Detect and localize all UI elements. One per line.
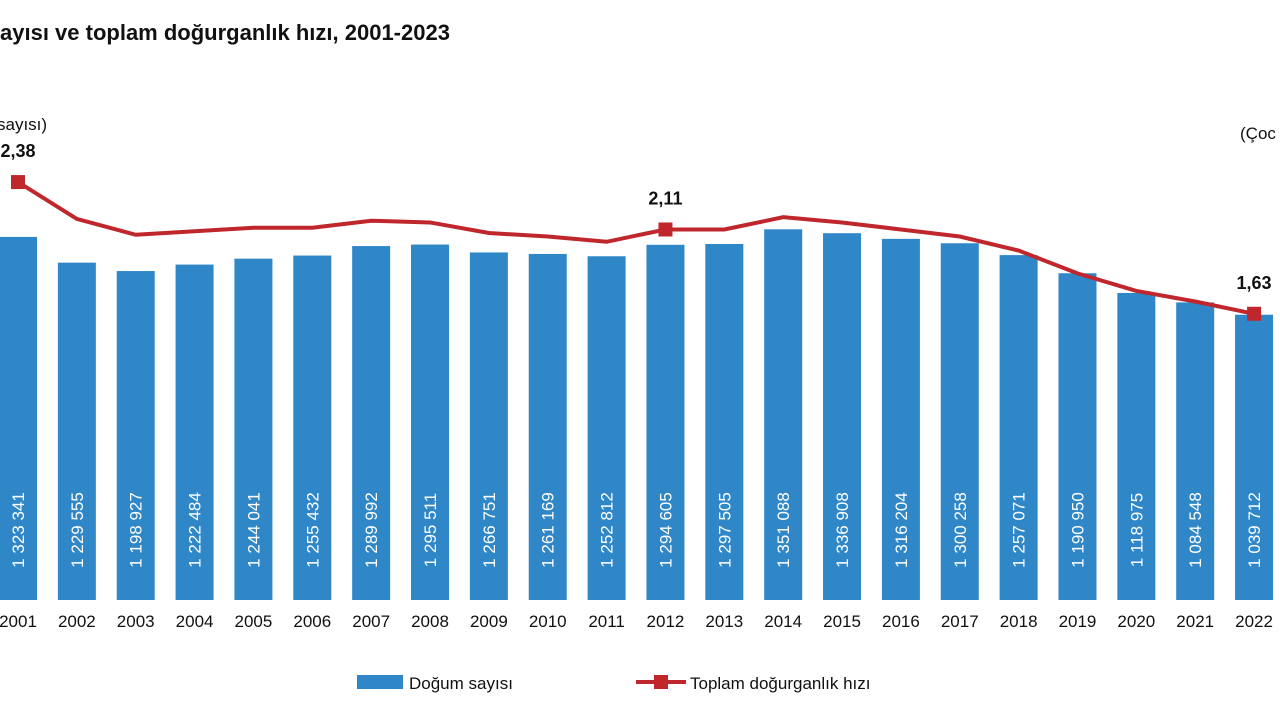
bar bbox=[528, 253, 567, 601]
bar bbox=[469, 252, 508, 601]
bar-value-label: 1 255 432 bbox=[303, 492, 322, 568]
x-tick-label: 2010 bbox=[529, 612, 567, 631]
bar bbox=[881, 238, 920, 601]
bar bbox=[999, 255, 1038, 601]
bar bbox=[823, 233, 862, 601]
bar-value-label: 1 297 505 bbox=[715, 492, 734, 568]
bar bbox=[0, 236, 37, 600]
x-tick-label: 2004 bbox=[176, 612, 214, 631]
bar-value-label: 1 351 088 bbox=[774, 492, 793, 568]
bar-value-label: 1 294 605 bbox=[656, 492, 675, 568]
line-value-label: 1,63 bbox=[1237, 273, 1272, 293]
x-tick-label: 2007 bbox=[352, 612, 390, 631]
x-tick-label: 2020 bbox=[1117, 612, 1155, 631]
x-tick-label: 2001 bbox=[0, 612, 37, 631]
y2-axis-label: (Çoc bbox=[1240, 124, 1276, 143]
x-tick-label: 2012 bbox=[647, 612, 685, 631]
x-tick-label: 2013 bbox=[705, 612, 743, 631]
legend-swatch bbox=[654, 675, 668, 689]
line-marker bbox=[1247, 306, 1262, 321]
x-tick-label: 2003 bbox=[117, 612, 155, 631]
bar-value-label: 1 222 484 bbox=[186, 492, 205, 568]
x-tick-label: 2014 bbox=[764, 612, 802, 631]
legend-label: Doğum sayısı bbox=[409, 674, 513, 693]
bar-value-label: 1 118 975 bbox=[1127, 493, 1146, 567]
bar bbox=[587, 256, 626, 600]
x-tick-label: 2018 bbox=[1000, 612, 1038, 631]
x-tick-label: 2011 bbox=[588, 612, 625, 631]
x-tick-label: 2008 bbox=[411, 612, 449, 631]
line-value-label: 2,11 bbox=[648, 188, 682, 208]
bar-value-label: 1 323 341 bbox=[9, 492, 28, 568]
bar-value-label: 1 316 204 bbox=[892, 492, 911, 568]
bar bbox=[1235, 314, 1274, 600]
bar-value-label: 1 300 258 bbox=[951, 492, 970, 568]
bar-value-label: 1 295 511 bbox=[421, 493, 440, 567]
bar bbox=[352, 246, 391, 600]
bar bbox=[1117, 292, 1156, 600]
line-value-label: 2,38 bbox=[0, 141, 35, 161]
legend-label: Toplam doğurganlık hızı bbox=[690, 674, 871, 693]
bar-value-label: 1 261 169 bbox=[539, 492, 558, 568]
y-axis-label: sayısı) bbox=[0, 115, 47, 134]
bar-value-label: 1 198 927 bbox=[127, 492, 146, 568]
bar-value-label: 1 289 992 bbox=[362, 492, 381, 568]
line-marker bbox=[11, 175, 25, 190]
bar bbox=[764, 229, 803, 600]
bar bbox=[234, 258, 273, 600]
bar-value-label: 1 229 555 bbox=[68, 492, 87, 568]
chart-title: ayısı ve toplam doğurganlık hızı, 2001-2… bbox=[0, 20, 450, 45]
x-tick-label: 2022 bbox=[1235, 612, 1273, 631]
bar bbox=[940, 243, 979, 601]
x-tick-label: 2006 bbox=[293, 612, 331, 631]
x-tick-label: 2005 bbox=[235, 612, 273, 631]
bar-value-label: 1 190 950 bbox=[1068, 492, 1087, 568]
x-tick-label: 2016 bbox=[882, 612, 920, 631]
x-tick-label: 2019 bbox=[1059, 612, 1097, 631]
bar bbox=[646, 244, 685, 600]
bar bbox=[1176, 302, 1215, 600]
bar-value-label: 1 039 712 bbox=[1245, 492, 1264, 568]
bar bbox=[175, 264, 214, 600]
bar bbox=[705, 243, 744, 600]
x-tick-label: 2017 bbox=[941, 612, 979, 631]
bar-value-label: 1 257 071 bbox=[1010, 492, 1029, 568]
x-tick-label: 2009 bbox=[470, 612, 508, 631]
line bbox=[16, 180, 1255, 316]
bar bbox=[57, 262, 96, 600]
bar-value-label: 1 266 751 bbox=[480, 492, 499, 568]
x-tick-label: 2002 bbox=[58, 612, 96, 631]
line-marker bbox=[658, 222, 673, 237]
bar bbox=[411, 244, 450, 600]
bar-value-label: 1 084 548 bbox=[1186, 492, 1205, 568]
x-tick-label: 2021 bbox=[1176, 612, 1214, 631]
bar-value-label: 1 336 908 bbox=[833, 492, 852, 568]
bar-value-label: 1 252 812 bbox=[598, 492, 617, 568]
legend-swatch bbox=[357, 675, 403, 689]
bar-value-label: 1 244 041 bbox=[244, 492, 263, 568]
bar bbox=[1058, 273, 1097, 600]
bar bbox=[116, 271, 155, 600]
bar bbox=[293, 255, 332, 601]
x-tick-label: 2015 bbox=[823, 612, 861, 631]
